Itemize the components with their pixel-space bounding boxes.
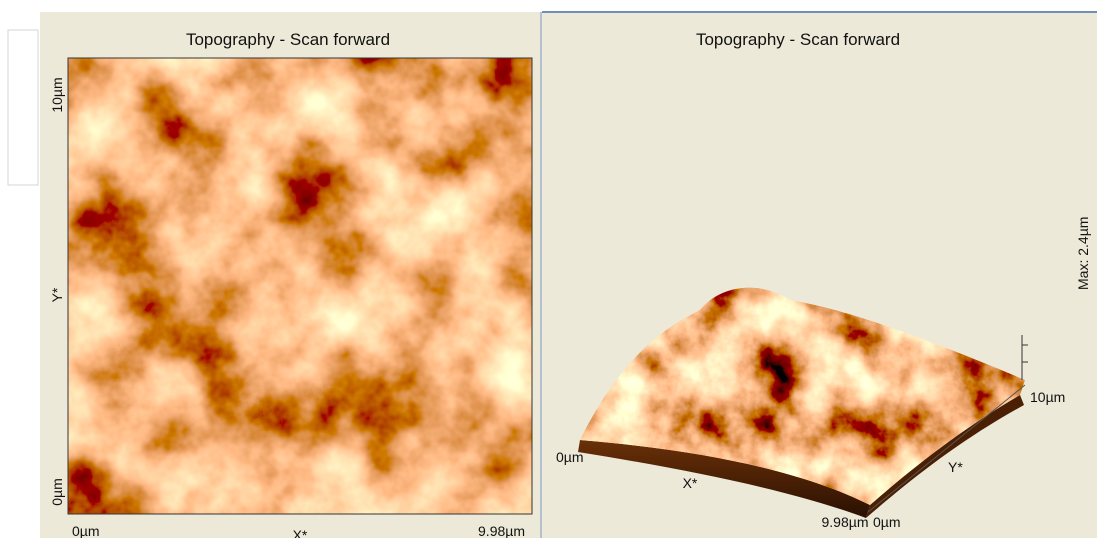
x-min-label: 0µm (556, 449, 584, 465)
x-min-label: 0µm (72, 523, 100, 538)
y-min-label: 0µm (49, 478, 65, 506)
x-max-label: 9.98µm (478, 523, 525, 538)
viewer-window: Topography - Scan forward 10µm Y* 0µm 0µ… (0, 0, 1097, 538)
y-max-label: 10µm (1030, 389, 1065, 405)
panel-title: Topography - Scan forward (696, 30, 900, 49)
y-max-label: 10µm (49, 77, 65, 112)
z-max-label: Max: 2.4µm (1075, 217, 1091, 290)
x-max-label: 9.98µm (822, 514, 869, 530)
y-axis-label: Y* (948, 459, 963, 475)
x-axis-label: X* (683, 475, 698, 491)
side-box[interactable] (8, 30, 38, 185)
y-min-label: 0µm (873, 514, 901, 530)
panel-title: Topography - Scan forward (186, 30, 390, 49)
y-axis-label: Y* (49, 287, 65, 302)
x-axis-label: X* (293, 527, 308, 538)
topography-image (68, 58, 532, 514)
